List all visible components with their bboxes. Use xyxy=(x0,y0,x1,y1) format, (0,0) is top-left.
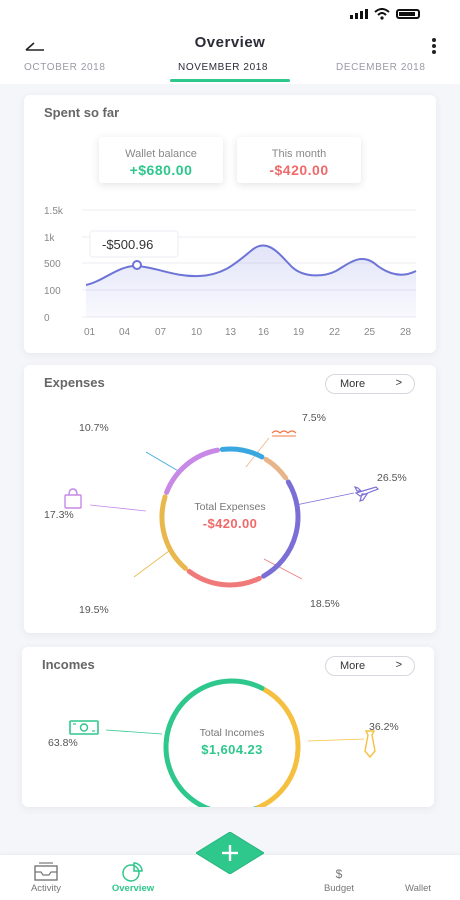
total-incomes-value: $1,604.23 xyxy=(201,742,263,757)
this-month-label: This month xyxy=(271,148,327,160)
nav-activity[interactable]: Activity xyxy=(6,855,86,900)
nav-label: Wallet xyxy=(404,883,432,894)
x-tick: 13 xyxy=(225,327,237,338)
wallet-balance-label: Wallet balance xyxy=(125,148,197,160)
back-arrow-icon[interactable] xyxy=(24,36,48,54)
more-label: More xyxy=(340,378,366,390)
battery-icon xyxy=(396,9,420,19)
expenses-title: Expenses xyxy=(44,375,105,390)
pct-label: 63.8% xyxy=(48,737,78,749)
donut-slice xyxy=(159,494,188,571)
donut-slice xyxy=(263,456,289,481)
nav-label: Overview xyxy=(111,883,155,894)
signal-icon xyxy=(350,9,368,19)
tab-november[interactable]: NOVEMBER 2018 xyxy=(178,62,269,73)
food-icon xyxy=(271,430,297,437)
pct-label: 7.5% xyxy=(302,412,326,424)
tab-december[interactable]: DECEMBER 2018 xyxy=(336,62,426,73)
more-label: More xyxy=(340,660,366,672)
expenses-card: Expenses More > Total Expenses -$420.00 … xyxy=(24,365,436,633)
incomes-more-button[interactable]: More > xyxy=(325,656,415,676)
this-month-value: -$420.00 xyxy=(269,162,329,178)
donut-slice xyxy=(164,447,221,495)
active-tab-indicator xyxy=(170,79,290,82)
plane-icon xyxy=(353,485,380,502)
donut-slice xyxy=(163,678,265,807)
wallet-balance-value: +$680.00 xyxy=(129,162,193,178)
x-tick: 01 xyxy=(84,327,96,338)
nav-wallet[interactable]: Wallet xyxy=(378,855,458,900)
spent-area-chart: 1.5k 1k 500 100 0 -$500.96 01 04 07 10 1… xyxy=(44,206,417,338)
chevron-right-icon: > xyxy=(395,659,402,671)
tooltip-value: -$500.96 xyxy=(102,237,153,252)
spent-card: Spent so far Wallet balance +$680.00 Thi… xyxy=(24,95,436,353)
tie-icon xyxy=(364,730,376,759)
status-icons xyxy=(350,8,420,20)
x-tick: 07 xyxy=(155,327,167,338)
nav-label: Budget xyxy=(323,883,355,894)
plus-icon xyxy=(222,845,238,861)
nav-overview[interactable]: Overview xyxy=(93,855,173,900)
x-tick: 16 xyxy=(258,327,270,338)
incomes-title: Incomes xyxy=(42,657,95,672)
add-button[interactable] xyxy=(196,832,264,874)
wallet-balance-box[interactable]: Wallet balance +$680.00 xyxy=(99,137,223,183)
dollar-icon: $ xyxy=(335,867,343,881)
pct-label: 17.3% xyxy=(44,509,74,521)
total-incomes-label: Total Incomes xyxy=(199,727,265,739)
y-tick: 100 xyxy=(44,286,61,297)
expenses-more-button[interactable]: More > xyxy=(325,374,415,394)
cash-icon xyxy=(69,720,99,735)
status-bar xyxy=(0,0,460,28)
tooltip-box xyxy=(89,230,179,258)
pct-label: 18.5% xyxy=(310,598,340,610)
pct-label: 26.5% xyxy=(377,472,407,484)
y-tick: 0 xyxy=(44,313,50,324)
expenses-donut-chart xyxy=(64,430,380,588)
x-tick: 22 xyxy=(329,327,341,338)
incomes-card: Incomes More > Total Incomes $1,604.23 3… xyxy=(22,647,434,807)
chevron-right-icon: > xyxy=(395,377,402,389)
spent-series-line xyxy=(85,244,417,286)
donut-slice xyxy=(255,686,301,807)
y-tick: 1.5k xyxy=(44,206,64,217)
shopping-bag-icon xyxy=(64,488,82,509)
tab-october[interactable]: OCTOBER 2018 xyxy=(24,62,106,73)
spent-title: Spent so far xyxy=(44,105,120,120)
header: Overview OCTOBER 2018 NOVEMBER 2018 DECE… xyxy=(0,28,460,84)
x-tick: 28 xyxy=(400,327,412,338)
pct-label: 10.7% xyxy=(79,422,109,434)
nav-label: Activity xyxy=(30,883,62,894)
wifi-icon xyxy=(374,8,390,20)
this-month-box[interactable]: This month -$420.00 xyxy=(237,137,361,183)
x-tick: 10 xyxy=(191,327,203,338)
x-tick: 25 xyxy=(364,327,376,338)
inbox-icon xyxy=(34,862,58,881)
pct-label: 19.5% xyxy=(79,604,109,616)
incomes-donut-chart xyxy=(69,678,376,807)
donut-slice xyxy=(186,568,262,588)
pct-label: 36.2% xyxy=(369,721,399,733)
total-expenses-value: -$420.00 xyxy=(202,516,258,531)
month-tabs: OCTOBER 2018 NOVEMBER 2018 DECEMBER 2018 xyxy=(0,62,460,84)
x-tick: 19 xyxy=(293,327,305,338)
y-tick: 500 xyxy=(44,259,61,270)
y-tick: 1k xyxy=(44,233,56,244)
page-title: Overview xyxy=(194,34,266,51)
total-expenses-label: Total Expenses xyxy=(194,501,266,513)
nav-budget[interactable]: $ Budget xyxy=(299,855,379,900)
more-options-icon[interactable] xyxy=(432,38,436,56)
donut-slice xyxy=(219,446,265,460)
pie-chart-icon xyxy=(122,862,143,882)
expenses-center: Total Expenses -$420.00 xyxy=(160,501,300,531)
selected-point xyxy=(132,260,142,270)
x-tick: 04 xyxy=(119,327,131,338)
incomes-center: Total Incomes $1,604.23 xyxy=(162,727,302,757)
area-fill xyxy=(86,245,416,317)
donut-slice xyxy=(261,479,301,579)
